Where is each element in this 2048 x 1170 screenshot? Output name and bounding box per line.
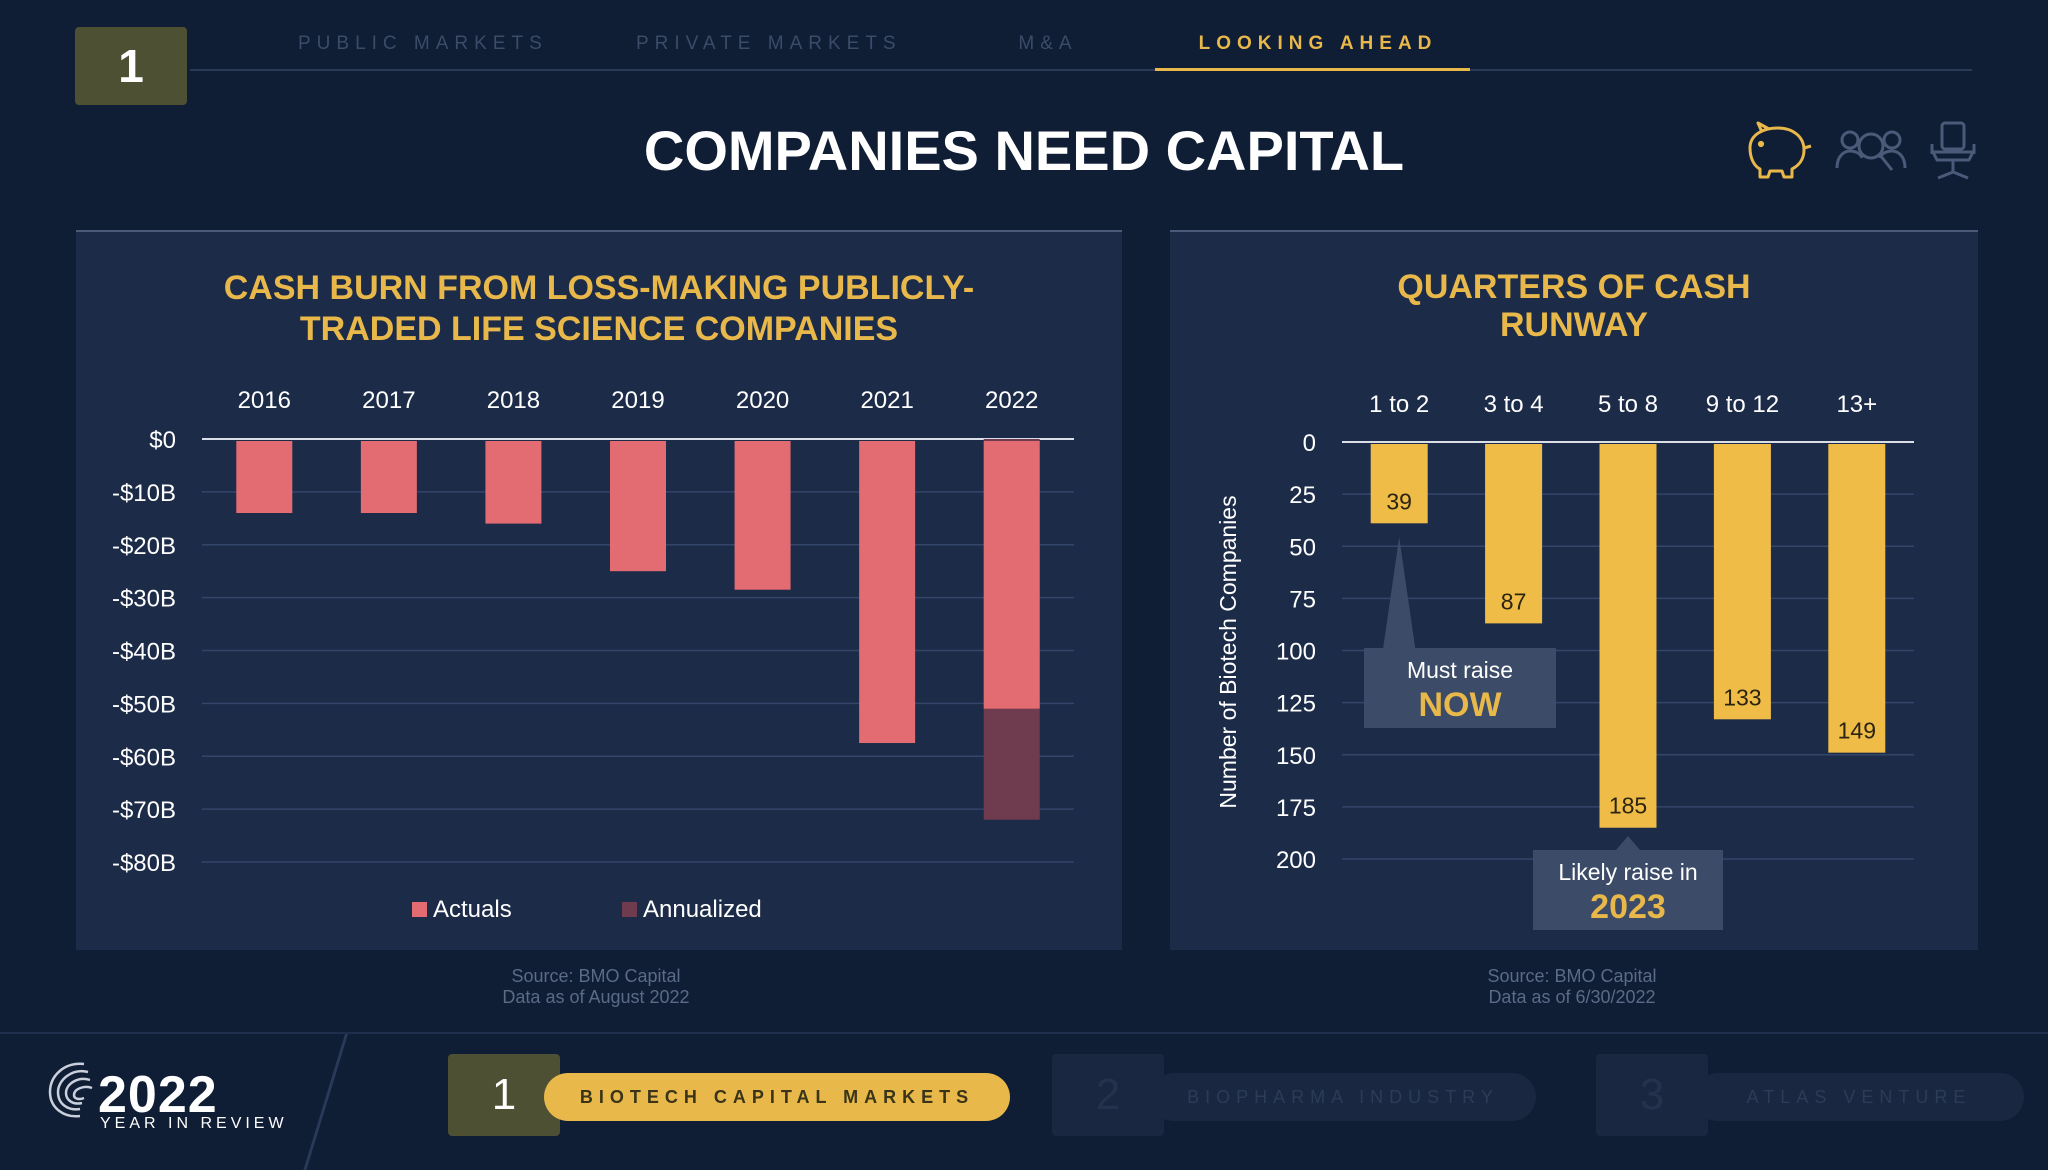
footer-slash-divider (303, 1034, 348, 1170)
x-tick-label: 5 to 8 (1598, 391, 1658, 418)
y-tick-label: 50 (1289, 534, 1316, 561)
bar-actuals-2021 (859, 441, 916, 744)
x-tick-label: 2018 (487, 387, 540, 414)
cash-runway-chart-title: QUARTERS OF CASH RUNWAY (1170, 268, 1978, 344)
people-search-icon[interactable] (1834, 120, 1908, 182)
y-tick-label: -$50B (112, 691, 176, 718)
legend-swatch-annualized (622, 902, 637, 917)
bar-value-label: 87 (1501, 588, 1527, 614)
section-number-badge: 1 (75, 27, 187, 105)
cash-runway-panel: QUARTERS OF CASH RUNWAY 0 25 50 75 100 125 150… (1170, 230, 1978, 950)
annotation-pointer-now (1383, 537, 1416, 648)
footer-section-3-pill[interactable]: ATLAS VENTURE (1694, 1073, 2024, 1121)
bar-runway-1 to 2 (1370, 444, 1428, 524)
atlas-swirl-logo-icon (48, 1062, 93, 1118)
bar-value-label: 149 (1838, 718, 1876, 744)
bar-actuals-2020 (734, 441, 791, 590)
tab-public-markets[interactable]: PUBLIC MARKETS (298, 33, 548, 54)
cash-runway-source-line-2: Data as of 6/30/2022 (1488, 987, 1656, 1007)
page-title: COMPANIES NEED CAPITAL (643, 119, 1405, 182)
active-tab-underline (1155, 68, 1470, 71)
cash-burn-title-line-1: CASH BURN FROM LOSS-MAKING PUBLICLY- (223, 269, 975, 307)
piggy-bank-icon[interactable] (1738, 120, 1814, 182)
footer-divider (0, 1032, 2048, 1034)
x-tick-label: 2020 (736, 387, 789, 414)
logo-year: 2022 (98, 1066, 218, 1124)
x-tick-label: 2022 (985, 387, 1038, 414)
annotation-box-2023 (1533, 850, 1723, 930)
bar-value-label: 39 (1386, 488, 1412, 514)
x-tick-label: 2016 (238, 387, 291, 414)
x-tick-label: 3 to 4 (1484, 391, 1544, 418)
x-tick-label: 9 to 12 (1706, 391, 1779, 418)
footer-section-2-pill[interactable]: BIOPHARMA INDUSTRY (1150, 1073, 1536, 1121)
annotation-now-line-2: NOW (1418, 686, 1502, 724)
annotation-now-line-1: Must raise (1407, 657, 1513, 683)
annotation-pointer-2023 (1616, 836, 1640, 850)
y-tick-label: $0 (149, 427, 176, 454)
y-tick-label: -$20B (112, 533, 176, 560)
y-tick-label: -$80B (112, 850, 176, 877)
cash-runway-title-line-1: QUARTERS OF CASH (1397, 268, 1751, 306)
cash-runway-title-line-2: RUNWAY (1500, 306, 1648, 344)
y-tick-label: 150 (1276, 743, 1316, 770)
bar-actuals-2016 (236, 441, 293, 514)
legend-label-actuals: Actuals (433, 896, 512, 923)
logo-subtitle: YEAR IN REVIEW (100, 1115, 288, 1132)
y-tick-label: 200 (1276, 847, 1316, 874)
bar-actuals-2019 (610, 441, 666, 572)
bar-value-label: 133 (1723, 684, 1761, 710)
cash-burn-source-line-2: Data as of August 2022 (502, 987, 690, 1007)
y-tick-label: -$40B (112, 639, 176, 666)
bar-actuals-2022 (983, 441, 1040, 709)
nav-divider (190, 69, 1972, 71)
footer-section-2-number[interactable]: 2 (1052, 1054, 1164, 1136)
y-tick-label: 0 (1303, 430, 1316, 457)
y-tick-label: 175 (1276, 795, 1316, 822)
annotation-2023-line-2: 2023 (1590, 888, 1666, 926)
bar-actuals-2018 (485, 441, 542, 524)
cash-runway-source: Source: BMO Capital Data as of 6/30/2022 (1422, 966, 1722, 1008)
y-tick-label: -$70B (112, 797, 176, 824)
x-tick-label: 13+ (1836, 391, 1877, 418)
footer-section-3-number[interactable]: 3 (1596, 1054, 1708, 1136)
x-tick-label: 2017 (362, 387, 415, 414)
y-tick-label: -$30B (112, 586, 176, 613)
bar-actuals-2017 (360, 441, 417, 514)
y-tick-label: 25 (1289, 482, 1316, 509)
footer-section-1-number[interactable]: 1 (448, 1054, 560, 1136)
tab-looking-ahead[interactable]: LOOKING AHEAD (1198, 33, 1438, 54)
cash-burn-source-line-1: Source: BMO Capital (511, 966, 681, 986)
annotation-2023-line-1: Likely raise in (1558, 859, 1697, 885)
y-tick-label: 125 (1276, 691, 1316, 718)
cash-runway-source-line-1: Source: BMO Capital (1487, 966, 1657, 986)
x-tick-label: 1 to 2 (1369, 391, 1429, 418)
bar-runway-13+ (1828, 444, 1886, 753)
y-tick-label: 100 (1276, 639, 1316, 666)
footer-section-1-pill[interactable]: BIOTECH CAPITAL MARKETS (544, 1073, 1010, 1121)
x-tick-label: 2019 (611, 387, 664, 414)
x-tick-label: 2021 (860, 387, 913, 414)
bar-runway-5 to 8 (1599, 444, 1657, 828)
bar-value-label: 185 (1609, 793, 1647, 819)
y-tick-label: 75 (1289, 586, 1316, 613)
legend-swatch-actuals (412, 902, 427, 917)
office-chair-icon[interactable] (1928, 120, 1978, 184)
tab-private-markets[interactable]: PRIVATE MARKETS (636, 33, 902, 54)
cash-burn-panel: CASH BURN FROM LOSS-MAKING PUBLICLY- TRA… (76, 230, 1122, 950)
cash-burn-source: Source: BMO Capital Data as of August 20… (446, 966, 746, 1008)
y-tick-label: -$10B (112, 480, 176, 507)
bar-runway-3 to 4 (1485, 444, 1543, 624)
legend-label-annualized: Annualized (643, 896, 762, 923)
annotation-box-now (1364, 648, 1556, 728)
y-axis-label: Number of Biotech Companies (1215, 495, 1241, 808)
cash-burn-chart-title: CASH BURN FROM LOSS-MAKING PUBLICLY- TRA… (76, 268, 1122, 350)
cash-burn-title-line-2: TRADED LIFE SCIENCE COMPANIES (299, 310, 899, 348)
tab-m-and-a[interactable]: M&A (1018, 33, 1078, 54)
y-tick-label: -$60B (112, 744, 176, 771)
cash-runway-chart: 0 25 50 75 100 125 150 175 200 Number of Biotech … (1215, 391, 1914, 930)
bar-runway-9 to 12 (1713, 444, 1771, 720)
cash-burn-chart: $0 -$10B -$20B -$30B -$40B -$50B -$60B -$70B -$8… (112, 387, 1074, 923)
